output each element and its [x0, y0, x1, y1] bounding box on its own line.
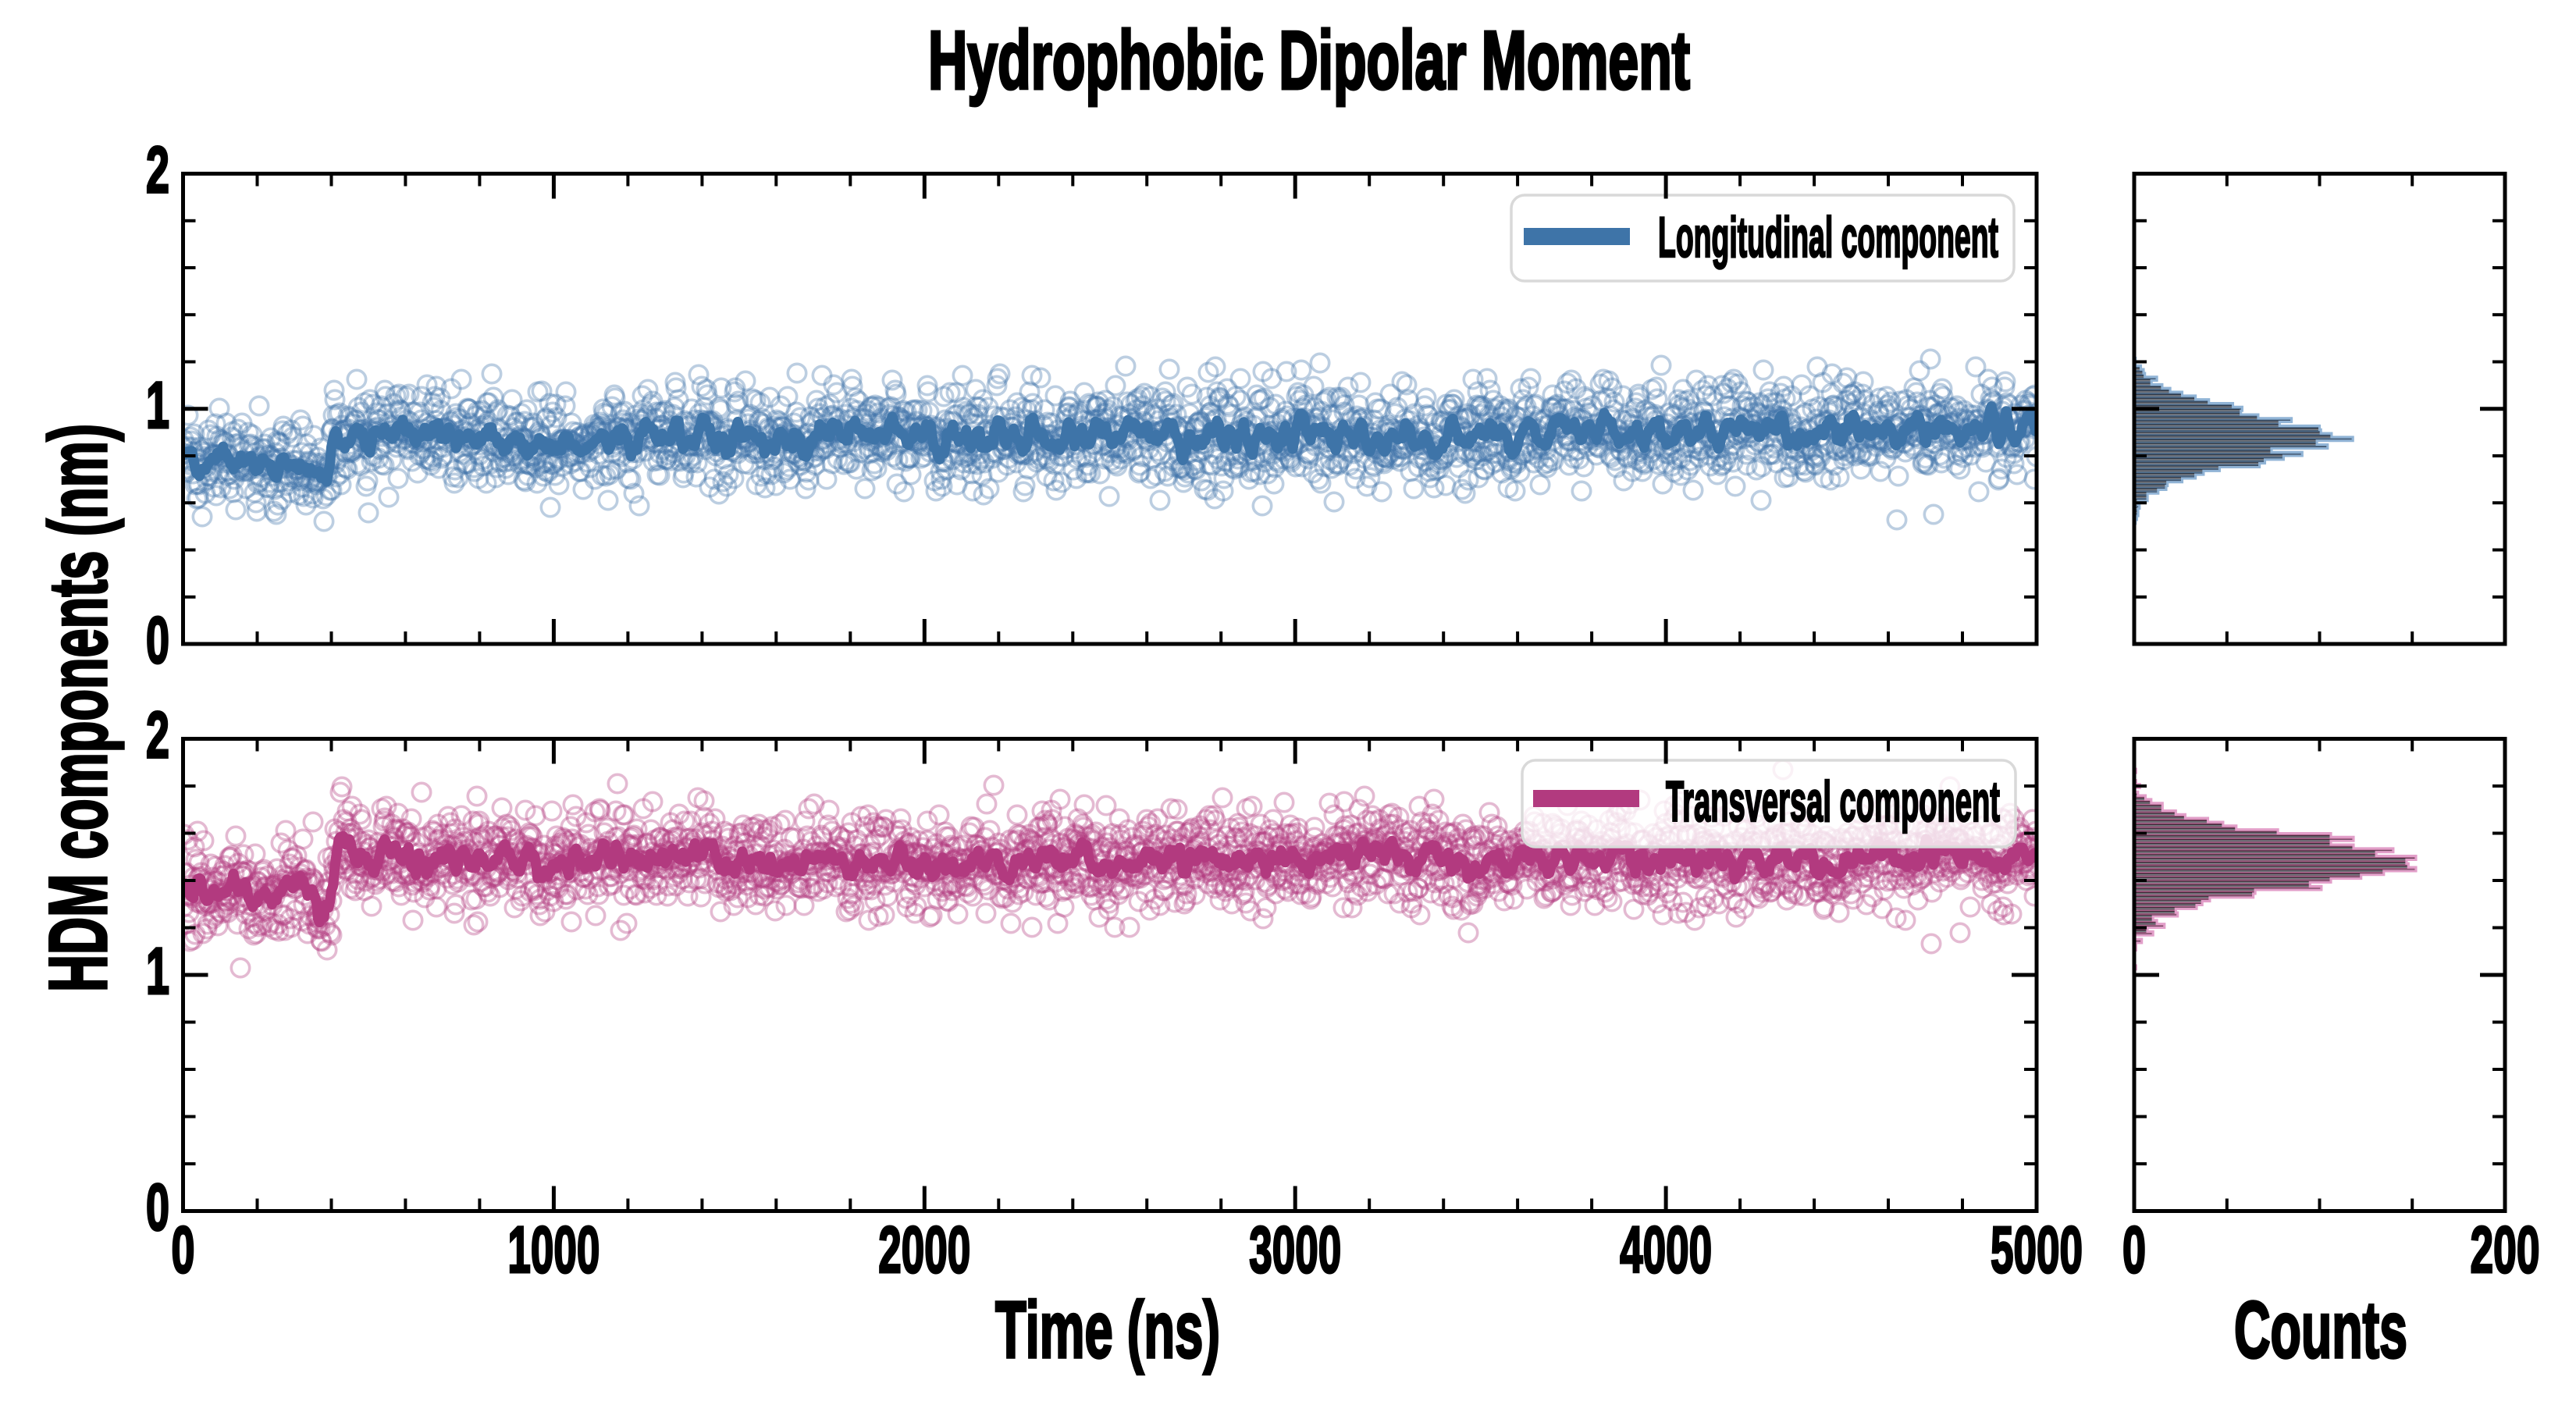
svg-text:Time (ns): Time (ns): [995, 1285, 1220, 1375]
svg-text:Transversal component: Transversal component: [1666, 770, 2000, 834]
svg-text:HDM components (nm): HDM components (nm): [33, 424, 124, 992]
svg-text:Longitudinal component: Longitudinal component: [1658, 206, 1998, 269]
svg-text:Hydrophobic Dipolar Moment: Hydrophobic Dipolar Moment: [928, 15, 1690, 107]
svg-text:3000: 3000: [1249, 1213, 1341, 1286]
svg-text:1: 1: [146, 934, 169, 1008]
svg-text:0: 0: [146, 1171, 169, 1244]
svg-text:5000: 5000: [1991, 1213, 2083, 1286]
svg-text:200: 200: [2471, 1213, 2540, 1286]
svg-text:0: 0: [172, 1213, 195, 1286]
svg-text:1000: 1000: [507, 1213, 600, 1286]
svg-text:0: 0: [2122, 1213, 2146, 1286]
svg-text:2: 2: [146, 699, 169, 772]
svg-text:2: 2: [146, 133, 169, 207]
svg-text:2000: 2000: [878, 1213, 970, 1286]
svg-text:4000: 4000: [1620, 1213, 1712, 1286]
svg-text:1: 1: [146, 368, 169, 442]
svg-text:0: 0: [146, 603, 169, 677]
svg-text:Counts: Counts: [2234, 1285, 2407, 1375]
